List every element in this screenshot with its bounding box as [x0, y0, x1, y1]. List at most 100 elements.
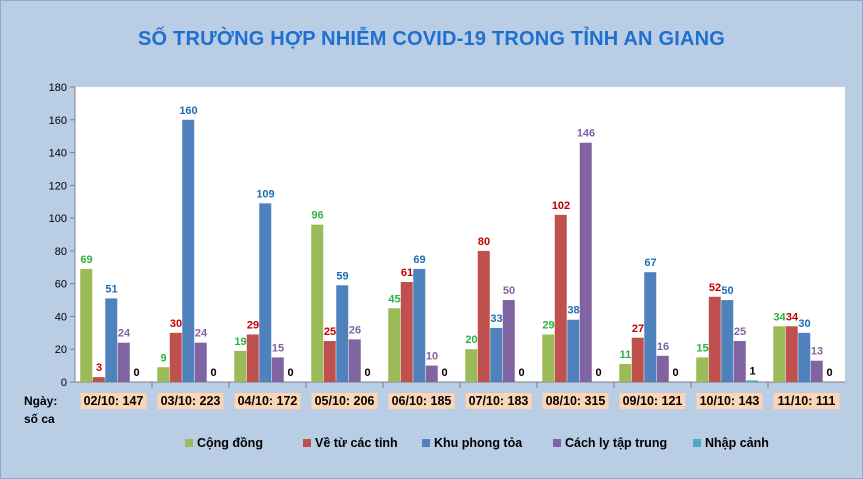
data-label: 25 — [734, 326, 746, 338]
legend-label: Khu phong tỏa — [434, 436, 523, 450]
data-label: 0 — [364, 367, 370, 379]
legend-swatch — [185, 439, 193, 447]
data-label: 0 — [210, 367, 216, 379]
bar — [708, 296, 721, 382]
bar — [336, 285, 349, 382]
data-label: 0 — [518, 367, 524, 379]
y-tick-label: 20 — [55, 344, 67, 356]
y-tick-label: 40 — [55, 311, 67, 323]
data-label: 69 — [80, 254, 92, 266]
data-label: 51 — [105, 283, 117, 295]
data-label: 15 — [272, 342, 284, 354]
bar — [259, 203, 272, 382]
bar — [696, 357, 709, 382]
bar — [388, 308, 401, 382]
category-label-bg — [157, 393, 224, 409]
bar — [773, 326, 786, 382]
bar — [413, 268, 426, 382]
data-label: 50 — [721, 285, 733, 297]
bar — [105, 298, 118, 382]
bar — [465, 349, 478, 382]
data-label: 29 — [542, 319, 554, 331]
legend-swatch — [693, 439, 701, 447]
legend-label: Cộng đồng — [197, 436, 263, 450]
category-label-bg — [619, 393, 686, 409]
bar — [656, 355, 669, 382]
legend-label: Nhập cảnh — [705, 436, 769, 450]
row-header-line2: số ca — [24, 412, 55, 426]
data-label: 160 — [179, 105, 197, 117]
bar — [425, 365, 438, 382]
category-label-bg — [234, 393, 301, 409]
y-tick-label: 140 — [49, 148, 67, 160]
data-label: 20 — [465, 334, 477, 346]
bar — [644, 272, 657, 382]
data-label: 3 — [96, 362, 102, 374]
bar — [567, 319, 580, 382]
data-label: 59 — [336, 270, 348, 282]
data-label: 80 — [478, 236, 490, 248]
row-header-line1: Ngày: — [24, 394, 57, 408]
bar — [194, 342, 207, 382]
data-label: 52 — [709, 282, 721, 294]
bar — [619, 363, 632, 382]
data-label: 30 — [170, 318, 182, 330]
category-label-bg — [696, 393, 763, 409]
bar — [271, 357, 284, 382]
chart-title: SỐ TRƯỜNG HỢP NHIỄM COVID-19 TRONG TỈNH … — [137, 28, 725, 50]
data-label: 67 — [644, 257, 656, 269]
bar — [746, 380, 759, 382]
bar — [400, 282, 413, 382]
y-tick-label: 80 — [55, 246, 67, 258]
bar — [733, 341, 746, 382]
bar — [348, 339, 361, 382]
y-tick-label: 180 — [49, 82, 67, 94]
category-label: 11/10: 111 — [778, 394, 836, 408]
category-label-bg — [465, 393, 532, 409]
data-label: 34 — [786, 311, 799, 323]
data-label: 15 — [696, 342, 708, 354]
legend-swatch — [422, 439, 430, 447]
bar — [579, 142, 592, 382]
data-label: 109 — [256, 188, 274, 200]
bar — [169, 332, 182, 382]
y-tick-label: 160 — [49, 115, 67, 127]
data-label: 1 — [749, 365, 755, 377]
data-label: 30 — [798, 318, 810, 330]
category-label: 10/10: 143 — [700, 394, 760, 408]
bar — [182, 119, 195, 383]
legend-label: Cách ly tập trung — [565, 436, 667, 450]
data-label: 0 — [826, 367, 832, 379]
bar — [542, 334, 555, 382]
data-label: 0 — [133, 367, 139, 379]
y-tick-label: 120 — [49, 180, 67, 192]
bar — [810, 360, 823, 382]
bar — [631, 337, 644, 382]
data-label: 50 — [503, 285, 515, 297]
bar — [92, 377, 105, 382]
legend-swatch — [303, 439, 311, 447]
data-label: 61 — [401, 267, 413, 279]
bar — [502, 300, 515, 382]
data-label: 19 — [234, 336, 246, 348]
data-label: 29 — [247, 319, 259, 331]
data-label: 26 — [349, 324, 361, 336]
bar — [311, 224, 324, 382]
data-label: 27 — [632, 323, 644, 335]
bar — [721, 300, 734, 382]
data-label: 146 — [577, 128, 595, 140]
category-label: 02/10: 147 — [84, 394, 144, 408]
bar — [80, 268, 93, 382]
data-label: 69 — [413, 254, 425, 266]
category-label-bg — [388, 393, 455, 409]
bar — [785, 326, 798, 382]
bar — [234, 350, 247, 382]
data-label: 24 — [118, 328, 131, 340]
category-label: 04/10: 172 — [238, 394, 298, 408]
bar — [323, 341, 336, 382]
data-label: 10 — [426, 351, 438, 363]
category-label-bg — [80, 393, 147, 409]
data-label: 96 — [311, 210, 323, 222]
data-label: 25 — [324, 326, 336, 338]
